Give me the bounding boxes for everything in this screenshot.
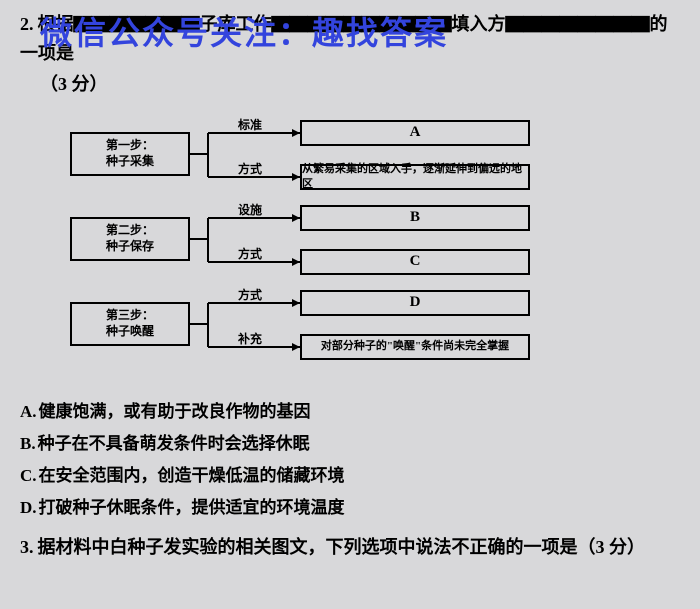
option-d: D.打破种子休眠条件，提供适宜的环境温度 (20, 492, 680, 524)
q3-text: 据材料中白种子发实验的相关图文，下列选项中说法不正确的一项是（3 分） (38, 537, 646, 557)
question-3-text: 3.据材料中白种子发实验的相关图文，下列选项中说法不正确的一项是（3 分） (20, 533, 680, 562)
question-2-score: （3 分） (20, 70, 680, 96)
option-text: 在安全范围内，创造干燥低温的储藏环境 (39, 466, 345, 485)
watermark-text: 微信公众号关注：趣找答案 (40, 8, 448, 54)
flowchart: 第一步：种子采集第二步：种子保存第三步：种子唤醒 标准 A 方式 从繁易采集的区域入手，… (50, 114, 650, 384)
option-text: 健康饱满，或有助于改良作物的基因 (39, 402, 311, 421)
content-box: 从繁易采集的区域入手，逐渐延伸到偏远的地区 (300, 164, 530, 190)
blank-box-d: D (300, 290, 530, 316)
option-label: A. (20, 402, 37, 421)
connector-label: 标准 (230, 118, 270, 134)
blank-box-b: B (300, 205, 530, 231)
question-3-number: 3. (20, 537, 34, 557)
step-box-1: 第一步：种子采集 (70, 132, 190, 176)
connector-label: 方式 (230, 162, 270, 178)
connector-label: 设施 (230, 203, 270, 219)
question-2-number: 2. (20, 14, 34, 34)
connector-label: 补充 (230, 332, 270, 348)
answer-options: A.健康饱满，或有助于改良作物的基因 B.种子在不具备萌发条件时会选择休眠 C.… (20, 396, 680, 525)
option-label: C. (20, 466, 37, 485)
option-text: 种子在不具备萌发条件时会选择休眠 (38, 434, 310, 453)
option-c: C.在安全范围内，创造干燥低温的储藏环境 (20, 460, 680, 492)
option-b: B.种子在不具备萌发条件时会选择休眠 (20, 428, 680, 460)
content-box: 对部分种子的"唤醒"条件尚未完全掌握 (300, 334, 530, 360)
step-box-2: 第二步：种子保存 (70, 217, 190, 261)
blank-box-a: A (300, 120, 530, 146)
option-text: 打破种子休眠条件，提供适宜的环境温度 (39, 498, 345, 517)
option-label: B. (20, 434, 36, 453)
connector-label: 方式 (230, 288, 270, 304)
connector-label: 方式 (230, 247, 270, 263)
option-label: D. (20, 498, 37, 517)
option-a: A.健康饱满，或有助于改良作物的基因 (20, 396, 680, 428)
step-box-3: 第三步：种子唤醒 (70, 302, 190, 346)
blank-box-c: C (300, 249, 530, 275)
